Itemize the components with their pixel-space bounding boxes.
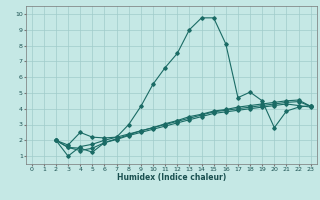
- X-axis label: Humidex (Indice chaleur): Humidex (Indice chaleur): [116, 173, 226, 182]
